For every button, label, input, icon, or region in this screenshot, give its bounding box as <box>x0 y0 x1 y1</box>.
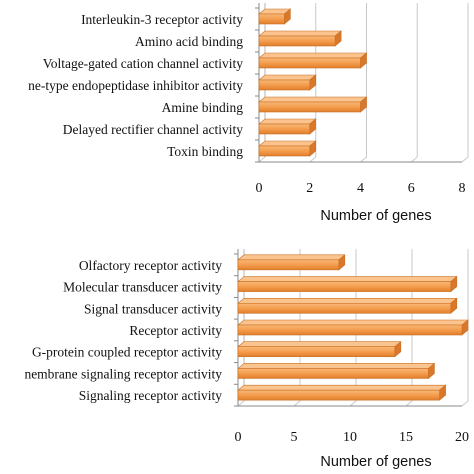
category-label: Amino acid binding <box>135 34 243 49</box>
floor-gridline <box>237 400 245 407</box>
category-label: Signal transducer activity <box>84 301 222 316</box>
bar <box>258 30 342 47</box>
x-tick-label: 15 <box>399 430 413 445</box>
bottom-bar-chart: Olfactory receptor activity Molecular tra… <box>24 249 469 470</box>
bar <box>258 74 317 91</box>
category-label: Voltage-gated cation channel activity <box>43 56 244 71</box>
bar-top-face <box>237 384 447 391</box>
bar <box>237 384 447 401</box>
bar <box>258 52 368 69</box>
bar-front-face <box>237 324 463 336</box>
x-tick-label: 2 <box>306 181 313 196</box>
bar-top-face <box>258 118 317 125</box>
category-label: Interleukin-3 receptor activity <box>81 12 243 27</box>
x-axis-label: Number of genes <box>320 454 431 470</box>
category-label: Receptor activity <box>129 323 222 338</box>
bar <box>258 8 292 25</box>
x-tick-label: 10 <box>343 430 357 445</box>
bar-front-face <box>258 79 311 91</box>
floor-gridline <box>360 156 367 163</box>
bar <box>237 297 458 314</box>
x-tick-label: 6 <box>408 181 415 196</box>
bar-front-face <box>237 302 452 314</box>
bar-front-face <box>237 346 396 358</box>
bar-top-face <box>237 363 436 369</box>
bar-top-face <box>237 254 346 261</box>
x-tick-label: 5 <box>291 430 298 445</box>
category-label: nembrane signaling receptor activity <box>24 366 222 381</box>
bar-front-face <box>258 35 336 47</box>
category-label: G-protein coupled receptor activity <box>32 345 222 360</box>
bar-front-face <box>258 145 311 157</box>
bar-front-face <box>237 281 452 292</box>
floor-gridline <box>405 400 413 407</box>
bar <box>237 362 436 380</box>
bar-top-face <box>237 297 458 304</box>
bar-front-face <box>258 13 285 25</box>
x-tick-label: 8 <box>459 181 466 196</box>
floor-gridline <box>410 156 418 163</box>
floor-gridline <box>349 400 357 407</box>
x-tick-label: 0 <box>256 181 263 196</box>
floor-gridline <box>293 400 301 407</box>
floor-gridline <box>461 156 469 163</box>
bar <box>258 118 317 135</box>
category-label: ne-type endopeptidase inhibitor activity <box>28 78 243 93</box>
bar-top-face <box>237 276 458 282</box>
bar-top-face <box>258 30 342 37</box>
bar-front-face <box>258 57 361 69</box>
bar-top-face <box>258 140 317 147</box>
top-bar-chart: Interleukin-3 receptor activity Amino aci… <box>28 3 469 224</box>
category-label: Toxin binding <box>167 144 243 159</box>
bar-front-face <box>237 259 340 271</box>
category-label: Delayed rectifier channel activity <box>63 122 244 137</box>
bar-front-face <box>237 389 440 401</box>
x-tick-label: 0 <box>235 430 242 445</box>
bar-top-face <box>237 341 402 348</box>
bar-front-face <box>258 123 311 135</box>
x-tick-label: 20 <box>455 430 469 445</box>
floor-gridline <box>461 400 469 407</box>
x-tick-label: 4 <box>357 181 364 196</box>
bar-front-face <box>258 101 361 113</box>
bar <box>237 341 402 358</box>
bar <box>258 140 317 157</box>
x-axis-label: Number of genes <box>320 208 431 224</box>
category-label: Amine binding <box>162 100 244 115</box>
category-label: Signaling receptor activity <box>79 388 222 403</box>
category-label: Olfactory receptor activity <box>79 258 222 273</box>
bar-top-face <box>237 319 469 326</box>
bar <box>237 319 469 336</box>
bar-top-face <box>258 74 317 81</box>
bar-top-face <box>258 96 368 103</box>
bar <box>237 254 346 271</box>
bar <box>237 275 458 293</box>
bar-top-face <box>258 52 368 59</box>
floor-gridline <box>258 156 266 163</box>
category-label: Molecular transducer activity <box>63 280 222 295</box>
bar-front-face <box>237 368 429 379</box>
bar <box>258 96 368 113</box>
floor-gridline <box>309 156 317 163</box>
